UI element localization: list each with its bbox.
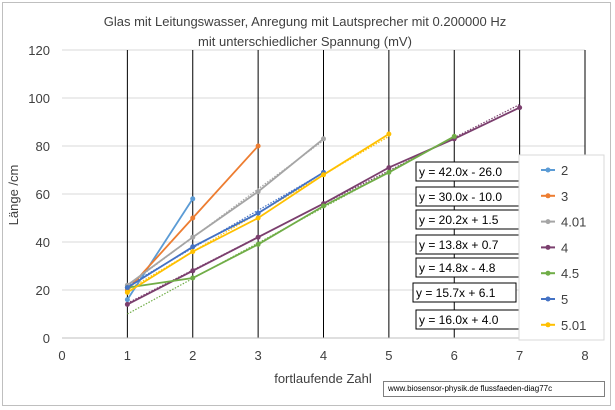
legend-entry: 4.5 <box>541 266 579 281</box>
tick-labels: 0 20 40 60 80 100 120 0 1 2 3 4 5 6 7 8 <box>28 43 588 363</box>
equation-label: y = 16.0x + 4.0 <box>415 309 520 330</box>
x-tick-label: 0 <box>58 348 65 363</box>
equation-text: y = 16.0x + 4.0 <box>419 313 499 327</box>
watermark: www.biosensor-physik.de flussfaeden-diag… <box>383 381 605 397</box>
data-point <box>190 234 196 240</box>
y-axis-label: Länge /cm <box>6 165 21 226</box>
equation-labels: y = 42.0x - 26.0 y = 30.0x - 10.0 y = 20.2… <box>412 161 520 330</box>
legend-marker <box>545 167 551 173</box>
data-point <box>255 189 261 195</box>
series-line <box>126 198 194 301</box>
data-point <box>255 241 261 247</box>
legend-marker <box>545 244 551 250</box>
data-point <box>255 143 261 149</box>
series-line <box>126 171 324 289</box>
legend-entry: 5 <box>541 292 568 307</box>
series-lines <box>124 105 523 307</box>
series-line <box>126 138 325 286</box>
x-tick-label: 5 <box>385 348 392 363</box>
equation-label: y = 42.0x - 26.0 <box>415 161 520 182</box>
equation-text: y = 30.0x - 10.0 <box>419 190 502 204</box>
data-point <box>190 244 196 250</box>
data-point <box>124 297 130 303</box>
series-5 <box>124 169 326 291</box>
data-point <box>386 131 392 137</box>
y-tick-label: 0 <box>43 331 50 346</box>
x-tick-label: 8 <box>581 348 588 363</box>
equation-text: y = 14.8x - 4.8 <box>419 261 496 275</box>
data-point <box>517 105 523 111</box>
data-point <box>321 172 326 178</box>
legend-label: 5 <box>561 292 568 307</box>
legend-entry: 3 <box>541 189 568 204</box>
series-4.01 <box>124 136 326 288</box>
legend-box <box>518 154 605 341</box>
x-axis-label: fortlaufende Zahl <box>274 371 372 386</box>
data-point <box>321 136 326 142</box>
equation-text: y = 13.8x + 0.7 <box>419 238 499 252</box>
equation-label: y = 14.8x - 4.8 <box>415 257 520 278</box>
series-4.5 <box>124 133 457 291</box>
chart-title: Glas mit Leitungswasser, Anregung mit La… <box>104 14 507 29</box>
data-point <box>386 165 392 171</box>
x-tick-label: 2 <box>189 348 196 363</box>
data-point <box>124 301 130 307</box>
data-point <box>190 249 196 255</box>
equation-text: y = 20.2x + 1.5 <box>419 213 499 227</box>
legend-label: 5.01 <box>561 318 586 333</box>
y-tick-label: 80 <box>36 139 50 154</box>
legend-entry: 4.01 <box>541 215 586 230</box>
equation-label: y = 15.7x + 6.1 <box>412 282 517 303</box>
data-point <box>190 275 196 281</box>
legend-entry: 5.01 <box>541 318 586 333</box>
y-tick-label: 120 <box>28 43 50 58</box>
series-2 <box>124 196 196 303</box>
chart-subtitle: mit unterschiedlicher Spannung (mV) <box>198 34 412 49</box>
y-tick-label: 100 <box>28 91 50 106</box>
equation-text: y = 42.0x - 26.0 <box>419 165 502 179</box>
legend: 2 3 4.01 4 4.5 5 5.01 <box>518 154 605 341</box>
data-point <box>190 215 196 221</box>
legend-marker <box>545 270 551 276</box>
data-point <box>124 289 130 295</box>
legend-label: 4.01 <box>561 215 586 230</box>
equation-label: y = 30.0x - 10.0 <box>415 186 520 207</box>
x-tick-label: 3 <box>255 348 262 363</box>
equation-text: y = 15.7x + 6.1 <box>416 286 496 300</box>
x-tick-label: 4 <box>320 348 327 363</box>
x-tick-label: 7 <box>516 348 523 363</box>
legend-entry: 4 <box>541 240 568 255</box>
data-point <box>255 234 261 240</box>
legend-entry: 2 <box>541 163 568 178</box>
data-point <box>386 169 392 175</box>
legend-label: 4.5 <box>561 266 579 281</box>
y-tick-label: 60 <box>36 187 50 202</box>
data-point <box>451 133 457 139</box>
data-point <box>321 203 326 209</box>
legend-label: 4 <box>561 240 568 255</box>
data-point <box>190 196 196 202</box>
legend-label: 2 <box>561 163 568 178</box>
series-5.01 <box>124 131 392 295</box>
legend-marker <box>545 193 551 199</box>
series-line <box>127 135 455 289</box>
x-tick-label: 1 <box>124 348 131 363</box>
data-point <box>124 285 130 291</box>
x-tick-label: 6 <box>451 348 458 363</box>
legend-marker <box>545 322 551 328</box>
legend-marker <box>545 296 551 302</box>
y-tick-label: 20 <box>36 283 50 298</box>
data-point <box>190 268 196 274</box>
legend-label: 3 <box>561 189 568 204</box>
data-point <box>255 215 261 221</box>
data-point <box>255 210 261 216</box>
legend-marker <box>545 219 551 225</box>
equation-label: y = 20.2x + 1.5 <box>415 209 520 230</box>
equation-label: y = 13.8x + 0.7 <box>415 234 520 255</box>
y-tick-label: 40 <box>36 235 50 250</box>
